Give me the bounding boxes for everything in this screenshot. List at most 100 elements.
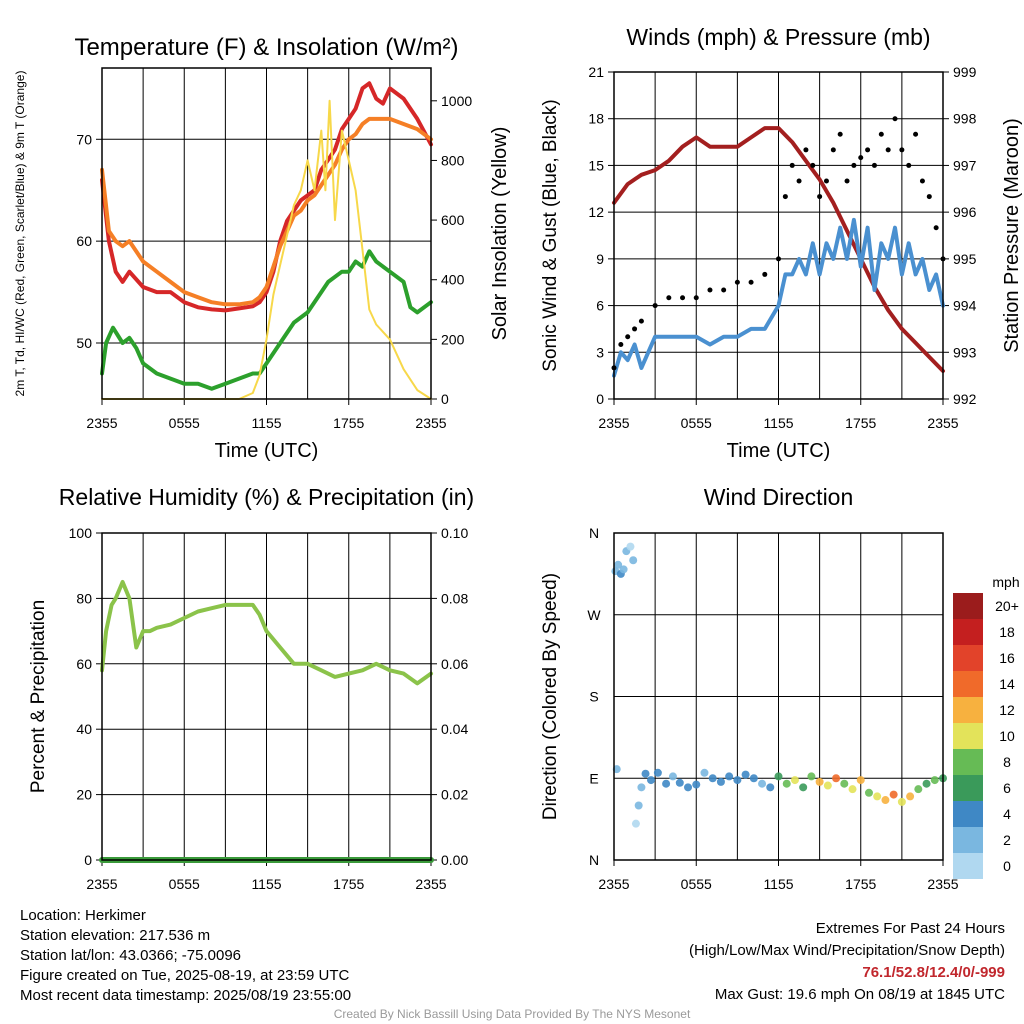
direction-point	[840, 779, 849, 788]
gust-point	[926, 194, 932, 200]
direction-point	[815, 777, 824, 786]
direction-point	[930, 776, 939, 785]
chart-title: Temperature (F) & Insolation (W/m²)	[74, 34, 458, 61]
y-axis-label: Percent & Precipitation	[28, 600, 49, 793]
colorbar-label: 4	[1003, 806, 1011, 822]
y-tick-label: S	[589, 689, 598, 705]
y-tick-label: 0	[84, 852, 92, 868]
x-tick-label: 1755	[845, 876, 876, 892]
station-latlon: Station lat/lon: 43.0366; -75.0096	[20, 947, 242, 964]
gust-point	[933, 225, 939, 231]
gust-point	[652, 303, 658, 309]
y-tick-label: 60	[76, 656, 92, 672]
y2-tick-label: 992	[953, 391, 977, 407]
direction-point	[653, 768, 662, 777]
colorbar-swatch	[953, 775, 983, 801]
colorbar-swatch	[953, 723, 983, 749]
direction-point	[684, 783, 693, 792]
gust-point	[830, 147, 836, 153]
y-tick-label: E	[589, 770, 598, 786]
colorbar-label: 20+	[995, 598, 1019, 614]
x-tick-label: 0555	[169, 876, 200, 892]
x-tick-label: 2355	[415, 415, 446, 431]
gust-point	[693, 295, 699, 301]
y2-tick-label: 997	[953, 157, 977, 173]
direction-point	[614, 560, 623, 569]
y2-tick-label: 0.08	[441, 590, 468, 606]
direction-point	[619, 565, 628, 574]
y-tick-label: 80	[76, 590, 92, 606]
y2-tick-label: 800	[441, 152, 465, 168]
y2-tick-label: 0	[441, 391, 449, 407]
colorbar-label: 18	[999, 624, 1015, 640]
colorbar-label: 6	[1003, 780, 1011, 796]
y-tick-label: N	[589, 525, 599, 541]
direction-point	[758, 779, 767, 788]
direction-point	[647, 776, 656, 785]
y-tick-label: 18	[588, 111, 604, 127]
colorbar-swatch	[953, 853, 983, 879]
y-tick-label: 0	[596, 391, 604, 407]
y2-tick-label: 0.04	[441, 721, 468, 737]
x-tick-label: 1755	[333, 415, 364, 431]
winds-chart: Winds (mph) & Pressure (mb) 0 3 6 9 12 15 18 21 9…	[540, 24, 1023, 462]
y-tick-label: 6	[596, 298, 604, 314]
direction-point	[799, 783, 808, 792]
colorbar-label: 14	[999, 676, 1015, 692]
extremes-values: 76.1/52.8/12.4/0/-999	[862, 964, 1005, 981]
gust-point	[844, 178, 850, 184]
x-tick-label: 1755	[333, 876, 364, 892]
y2-tick-label: 998	[953, 111, 977, 127]
gust-point	[796, 178, 802, 184]
direction-point	[675, 778, 684, 787]
x-tick-label: 2355	[598, 415, 629, 431]
direction-point	[668, 772, 677, 781]
gust-point	[899, 147, 905, 153]
colorbar-swatch	[953, 801, 983, 827]
x-tick-label: 2355	[927, 876, 958, 892]
gust-point	[707, 287, 713, 293]
y2-tick-label: 400	[441, 272, 465, 288]
gust-point	[851, 162, 857, 168]
gust-point	[837, 131, 843, 137]
gust-point	[776, 256, 781, 262]
direction-point	[662, 779, 671, 788]
direction-point	[749, 774, 758, 783]
series-9m-t	[100, 116, 433, 307]
y2-tick-label: 995	[953, 251, 977, 267]
y2-tick-label: 994	[953, 298, 977, 314]
direction-point	[856, 776, 865, 785]
y-tick-label: 9	[596, 251, 604, 267]
direction-point	[716, 777, 725, 786]
colorbar-swatch	[953, 593, 983, 619]
x-tick-label: 1155	[251, 415, 281, 431]
gust-point	[632, 326, 638, 332]
direction-point	[790, 776, 799, 785]
station-elevation: Station elevation: 217.536 m	[20, 927, 211, 944]
direction-point	[766, 783, 775, 792]
series-sonic-wind	[612, 217, 945, 378]
colorbar-swatch	[953, 697, 983, 723]
direction-point	[922, 779, 931, 788]
plot-frame	[101, 532, 432, 861]
plot-frame	[613, 71, 944, 400]
series-td	[100, 249, 433, 391]
x-tick-label: 1155	[763, 876, 793, 892]
y-tick-label: 15	[588, 157, 604, 173]
direction-point	[848, 785, 857, 794]
colorbar-swatch	[953, 749, 983, 775]
y-axis-label: Direction (Colored By Speed)	[540, 573, 561, 820]
gust-point	[919, 178, 925, 184]
gust-point	[666, 295, 672, 301]
chart-title: Relative Humidity (%) & Precipitation (i…	[59, 484, 474, 510]
direction-point	[708, 774, 717, 783]
y-tick-label: W	[587, 607, 601, 623]
direction-point	[741, 770, 750, 779]
plot-frame	[101, 67, 432, 400]
gust-point	[865, 147, 871, 153]
gust-point	[680, 295, 686, 301]
direction-point	[914, 785, 923, 794]
y-axis-label: 2m T, Td, HI/WC (Red, Green, Scarlet/Blu…	[13, 71, 27, 397]
gust-point	[878, 131, 884, 137]
y-tick-label: 60	[76, 233, 92, 249]
